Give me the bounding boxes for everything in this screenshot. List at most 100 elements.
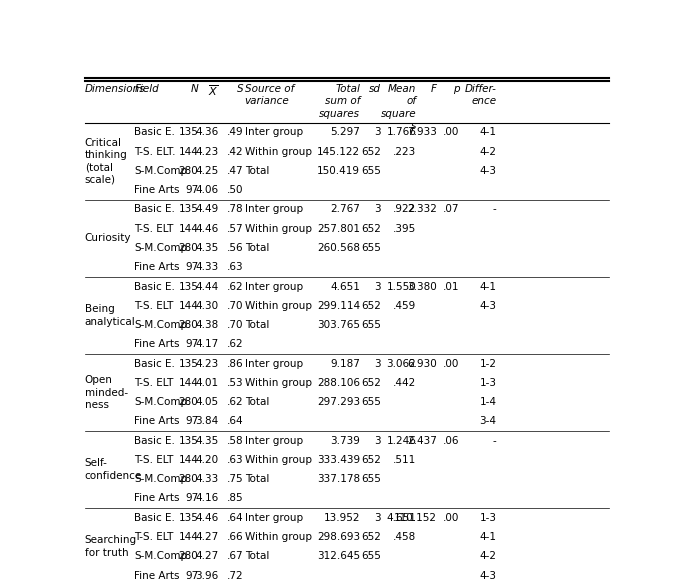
Text: 135: 135: [179, 127, 198, 137]
Text: Fine Arts: Fine Arts: [135, 494, 180, 503]
Text: 297.293: 297.293: [317, 397, 360, 407]
Text: .75: .75: [226, 474, 243, 484]
Text: Within group: Within group: [244, 455, 311, 465]
Text: Inter group: Inter group: [244, 436, 303, 446]
Text: Fine Arts: Fine Arts: [135, 416, 180, 427]
Text: 280: 280: [179, 320, 198, 330]
Text: Dimensions: Dimensions: [85, 84, 146, 94]
Text: Inter group: Inter group: [244, 513, 303, 523]
Text: T-S. ELT: T-S. ELT: [135, 223, 174, 234]
Text: 4-3: 4-3: [479, 570, 496, 581]
Text: -: -: [493, 204, 496, 214]
Text: .53: .53: [226, 378, 243, 388]
Text: 4-3: 4-3: [479, 166, 496, 176]
Text: 4.46: 4.46: [195, 513, 219, 523]
Text: 652: 652: [362, 223, 381, 234]
Text: 135: 135: [179, 513, 198, 523]
Text: Within group: Within group: [244, 147, 311, 157]
Text: 2.332: 2.332: [408, 204, 437, 214]
Text: 145.122: 145.122: [317, 147, 360, 157]
Text: 1.766: 1.766: [387, 127, 416, 137]
Text: Searching
for truth: Searching for truth: [85, 535, 137, 558]
Text: 97: 97: [185, 570, 198, 581]
Text: .00: .00: [443, 359, 459, 368]
Text: Within group: Within group: [244, 532, 311, 542]
Text: 4-1: 4-1: [479, 282, 496, 292]
Text: 144: 144: [179, 147, 198, 157]
Text: Differ-
ence: Differ- ence: [464, 84, 496, 106]
Text: .67: .67: [226, 551, 243, 561]
Text: Total: Total: [244, 397, 269, 407]
Text: 97: 97: [185, 494, 198, 503]
Text: 1.550: 1.550: [387, 282, 416, 292]
Text: 4.35: 4.35: [195, 243, 219, 253]
Text: 257.801: 257.801: [317, 223, 360, 234]
Text: Total: Total: [244, 243, 269, 253]
Text: 4.651: 4.651: [387, 513, 416, 523]
Text: Within group: Within group: [244, 378, 311, 388]
Text: sd: sd: [369, 84, 381, 94]
Text: .62: .62: [226, 339, 243, 349]
Text: .50: .50: [227, 185, 243, 195]
Text: Basic E.: Basic E.: [135, 513, 175, 523]
Text: Basic E.: Basic E.: [135, 436, 175, 446]
Text: 97: 97: [185, 339, 198, 349]
Text: 337.178: 337.178: [317, 474, 360, 484]
Text: Total
sum of
squares: Total sum of squares: [319, 84, 360, 119]
Text: Fine Arts: Fine Arts: [135, 185, 180, 195]
Text: F: F: [431, 84, 437, 94]
Text: 144: 144: [179, 455, 198, 465]
Text: 280: 280: [179, 166, 198, 176]
Text: Total: Total: [244, 551, 269, 561]
Text: 652: 652: [362, 147, 381, 157]
Text: 303.765: 303.765: [317, 320, 360, 330]
Text: Inter group: Inter group: [244, 359, 303, 368]
Text: Open
minded-
ness: Open minded- ness: [85, 375, 128, 410]
Text: 5.297: 5.297: [330, 127, 360, 137]
Text: 2.767: 2.767: [330, 204, 360, 214]
Text: Inter group: Inter group: [244, 204, 303, 214]
Text: 144: 144: [179, 532, 198, 542]
Text: 652: 652: [362, 378, 381, 388]
Text: 280: 280: [179, 243, 198, 253]
Text: Within group: Within group: [244, 301, 311, 311]
Text: Total: Total: [244, 320, 269, 330]
Text: 4.23: 4.23: [195, 359, 219, 368]
Text: 1.246: 1.246: [387, 436, 416, 446]
Text: 3: 3: [374, 282, 381, 292]
Text: 4.17: 4.17: [195, 339, 219, 349]
Text: 280: 280: [179, 474, 198, 484]
Text: 135: 135: [179, 359, 198, 368]
Text: 3: 3: [374, 436, 381, 446]
Text: 4-1: 4-1: [479, 127, 496, 137]
Text: 3-4: 3-4: [479, 416, 496, 427]
Text: 4.44: 4.44: [195, 282, 219, 292]
Text: 4-3: 4-3: [479, 301, 496, 311]
Text: 3.739: 3.739: [330, 436, 360, 446]
Text: 4.36: 4.36: [195, 127, 219, 137]
Text: 260.568: 260.568: [317, 243, 360, 253]
Text: .78: .78: [226, 204, 243, 214]
Text: T-S. ELT: T-S. ELT: [135, 455, 174, 465]
Text: p: p: [453, 84, 459, 94]
Text: T-S. ELT: T-S. ELT: [135, 301, 174, 311]
Text: 280: 280: [179, 551, 198, 561]
Text: 150.419: 150.419: [317, 166, 360, 176]
Text: T-S. ELT: T-S. ELT: [135, 532, 174, 542]
Text: -: -: [493, 436, 496, 446]
Text: 110.152: 110.152: [394, 513, 437, 523]
Text: Field: Field: [135, 84, 159, 94]
Text: 4.27: 4.27: [195, 551, 219, 561]
Text: Total: Total: [244, 474, 269, 484]
Text: 4-2: 4-2: [479, 551, 496, 561]
Text: Fine Arts: Fine Arts: [135, 262, 180, 272]
Text: T-S. ELT.: T-S. ELT.: [135, 147, 176, 157]
Text: .86: .86: [226, 359, 243, 368]
Text: .70: .70: [227, 320, 243, 330]
Text: 298.693: 298.693: [317, 532, 360, 542]
Text: $\overline{X}$: $\overline{X}$: [208, 84, 219, 98]
Text: 4.33: 4.33: [195, 474, 219, 484]
Text: .47: .47: [226, 166, 243, 176]
Text: 144: 144: [179, 223, 198, 234]
Text: S: S: [236, 84, 243, 94]
